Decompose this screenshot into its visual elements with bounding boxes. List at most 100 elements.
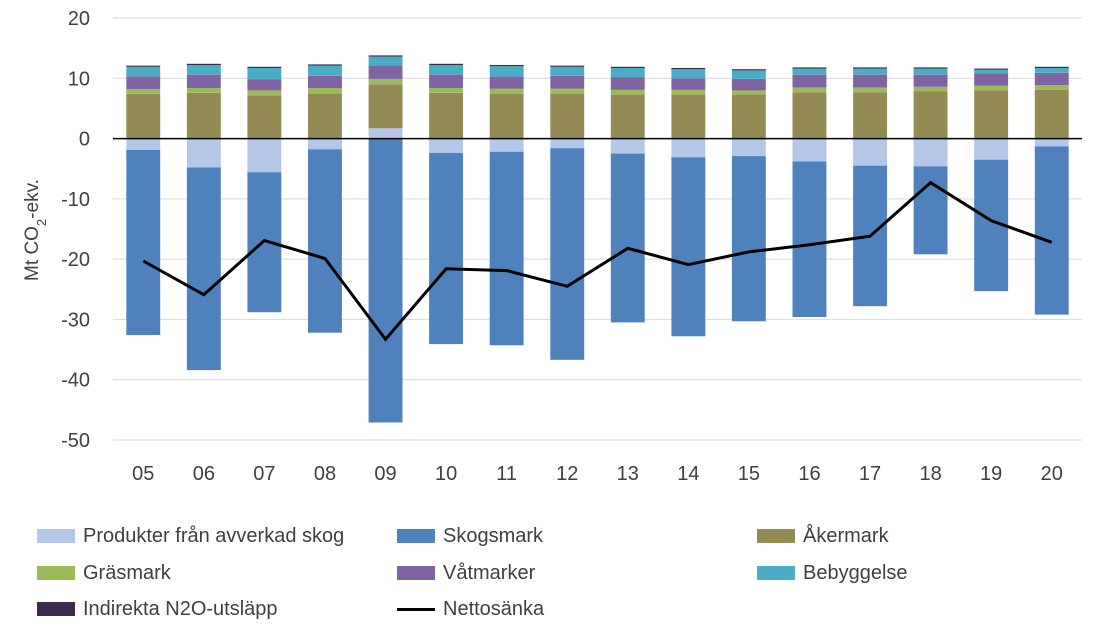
bar-segment [731,70,766,79]
bar-segment [671,94,706,139]
bar-segment [429,74,463,88]
bar-segment [913,91,948,139]
legend-label: Åkermark [803,524,889,547]
y-tick-label: 0 [79,129,90,151]
bar-segment [913,86,948,92]
y-tick-labels: 20 10 0 -10 -20 -30 -40 -50 [61,8,90,452]
legend-swatch [37,529,75,543]
bar-segment [489,65,524,67]
bar-segment [126,65,161,67]
bar-segment [792,138,827,162]
bar-segment [550,65,585,67]
bar-segment [550,93,585,139]
x-tick-label: 12 [556,463,578,485]
y-tick-label: -20 [61,249,90,271]
legend-swatch [37,602,75,616]
bar-segment [853,68,887,75]
y-tick-label: 20 [68,8,90,30]
legend-item: Skogsmark [397,521,543,551]
legend-label: Nettosänka [443,597,545,620]
bar-segment [126,66,161,77]
bar-segment [792,74,827,88]
bar-segment [913,138,948,167]
legend-swatch [757,566,795,580]
bar-segment [610,66,645,68]
bar-segment [1034,84,1069,90]
bar-segment [368,138,403,423]
bars [126,55,1069,423]
bar-segment [671,69,706,79]
bar-segment [610,138,645,154]
bar-segment [247,66,282,68]
bar-segment [671,68,706,70]
legend-item: Våtmarker [397,558,535,588]
bar-segment [186,65,221,75]
bar-segment [974,85,1009,91]
bar-segment [792,68,827,75]
bar-segment [368,55,403,57]
bar-segment [1034,66,1069,68]
bar-segment [186,63,221,65]
bar-segment [671,89,706,95]
bar-segment [731,94,766,139]
bar-segment [974,68,1009,70]
x-tick-label: 18 [919,463,941,485]
bar-segment [489,151,524,346]
bar-segment [126,89,161,94]
x-tick-label: 11 [496,463,517,485]
legend-item: Indirekta N2O-utsläpp [37,594,278,624]
bar-segment [308,93,342,139]
y-tick-label: -50 [61,430,90,452]
bar-segment [126,76,161,90]
y-tick-label: -10 [61,189,90,211]
bar-segment [610,68,645,77]
legend-swatch [37,566,75,580]
y-axis-label: Mt CO2-ekv. [22,179,49,281]
x-tick-label: 06 [193,463,215,485]
x-tick-label: 15 [738,463,760,485]
bar-segment [429,153,463,345]
bar-segment [489,93,524,139]
bar-segment [126,94,161,139]
bar-segment [247,68,282,80]
legend-swatch [397,566,435,580]
x-tick-label: 07 [253,463,275,485]
bar-segment [429,138,463,154]
bar-segment [853,138,887,166]
x-tick-labels: 05 06 07 08 09 10 11 12 13 14 15 16 17 18 19 20 [132,463,1063,485]
bar-segment [974,138,1009,160]
legend-label: Våtmarker [443,561,536,584]
bar-segment [913,67,948,69]
bar-segment [368,84,403,129]
y-tick-label: -30 [61,309,90,331]
bar-segment [247,138,282,173]
bar-segment [1034,138,1069,147]
bar-segment [308,65,342,76]
x-tick-label: 10 [435,463,457,485]
bar-segment [247,79,282,91]
bar-segment [308,87,342,94]
x-tick-label: 08 [314,463,336,485]
x-tick-label: 09 [374,463,396,485]
bar-segment [550,138,585,149]
bar-segment [368,65,403,79]
bar-segment [429,63,463,65]
bar-segment [247,90,282,96]
legend-line-swatch [397,607,435,611]
legend-item: Åkermark [757,521,889,551]
bar-segment [792,92,827,139]
x-tick-label: 17 [859,463,881,485]
bar-segment [913,166,948,255]
bar-segment [974,90,1009,139]
bar-segment [610,94,645,139]
bar-segment [550,75,585,89]
bar-segment [792,87,827,93]
bar-segment [731,156,766,322]
bar-segment [429,92,463,139]
bar-segment [308,75,342,88]
legend-item: Bebyggelse [757,558,908,588]
bar-segment [853,87,887,93]
bar-segment [792,67,827,69]
bar-segment [489,138,524,152]
bar-segment [186,74,221,88]
